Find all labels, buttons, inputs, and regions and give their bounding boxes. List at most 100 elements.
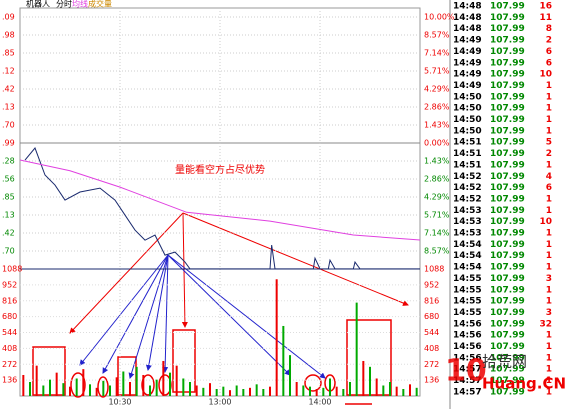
volume-bar (109, 385, 111, 396)
watermark-logo: 10 (445, 354, 487, 389)
annotation-shapes (32, 319, 392, 405)
tick-time: 14:51 (453, 138, 482, 148)
tick-price: 107.99 (490, 172, 525, 182)
volume-bar (62, 383, 65, 396)
tick-volume: 1 (546, 353, 552, 363)
tick-time: 14:52 (453, 183, 482, 193)
tick-volume: 2 (546, 149, 552, 159)
tick-volume: 1 (546, 387, 552, 397)
volume-bar (29, 381, 31, 396)
tick-price: 107.99 (490, 58, 525, 68)
tick-time: 14:54 (453, 251, 482, 261)
vol-tick-label: 952 (2, 280, 17, 289)
price-label: .12 (2, 67, 15, 76)
tick-volume: 1 (546, 365, 552, 375)
tick-volume: 10 (539, 217, 552, 227)
x-tick-label: 13:00 (208, 398, 231, 407)
tick-price: 107.99 (490, 138, 525, 148)
volume-bar (49, 379, 51, 396)
tick-price: 107.99 (490, 251, 525, 261)
volume-bar (75, 378, 78, 396)
volume-bar (329, 378, 331, 396)
tick-volume: 6 (546, 183, 552, 193)
tick-price: 107.99 (490, 160, 525, 170)
tick-price: 107.99 (490, 2, 525, 12)
volume-bar (295, 381, 298, 396)
tick-time: 14:50 (453, 115, 482, 125)
tick-price: 107.99 (490, 183, 525, 193)
volume-bar (175, 365, 178, 396)
tick-volume: 4 (546, 172, 552, 182)
volume-bar (315, 388, 318, 396)
volume-bar (202, 387, 205, 396)
annotation: 量能看空方占尽优势 (175, 163, 265, 176)
vol-tick-label: 272 (2, 360, 17, 369)
tick-time: 14:55 (453, 297, 482, 307)
price-label: .70 (2, 246, 15, 255)
price-label: .85 (2, 49, 15, 58)
tick-time: 14:53 (453, 206, 482, 216)
y-tick-label: 4.29% (424, 84, 450, 93)
tick-time: 14:54 (453, 240, 482, 250)
y-tick-label: 8.57% (424, 246, 450, 255)
tick-volume: 1 (546, 251, 552, 261)
volume-bar (255, 384, 258, 396)
volume-bar (262, 388, 265, 396)
y-tick-label: 0.00% (424, 139, 450, 148)
tick-volume: 1 (546, 115, 552, 125)
y-tick-label: 1.43% (424, 157, 450, 166)
volume-bar (302, 385, 305, 396)
volume-bar (122, 371, 125, 396)
y-tick-label: 5.71% (424, 210, 450, 219)
vol-tick-label: 1088 (2, 265, 22, 274)
tick-time: 14:57 (453, 365, 482, 375)
tick-time: 14:50 (453, 92, 482, 102)
tick-price: 107.99 (490, 24, 525, 34)
tick-price: 107.99 (490, 81, 525, 91)
tick-price: 107.99 (490, 263, 525, 273)
tick-volume: 1 (546, 285, 552, 295)
volume-bar (229, 390, 231, 396)
tick-price: 107.99 (490, 194, 525, 204)
volume-bar (155, 379, 158, 396)
tick-volume: 11 (539, 13, 552, 23)
price-label: .99 (2, 139, 15, 148)
vol-tick-label: 1088 (424, 265, 444, 274)
tick-volume: 1 (546, 263, 552, 273)
tick-price: 107.99 (490, 285, 525, 295)
tick-time: 14:50 (453, 104, 482, 114)
watermark-site: Huang.CN (482, 375, 566, 393)
price-label: .85 (2, 193, 15, 202)
y-tick-label: 4.29% (424, 193, 450, 202)
tick-price: 107.99 (490, 308, 525, 318)
vol-tick-label: 136 (424, 376, 439, 385)
y-tick-label: 8.57% (424, 31, 450, 40)
tick-time: 14:56 (453, 342, 482, 352)
vol-tick-label: 680 (2, 312, 17, 321)
y-tick-label: 7.14% (424, 228, 450, 237)
y-tick-label: 2.86% (424, 102, 450, 111)
volume-bar (409, 384, 411, 396)
volume-bar (95, 387, 98, 396)
vol-tick-label: 136 (2, 376, 17, 385)
tick-time: 14:54 (453, 263, 482, 273)
tick-time: 14:51 (453, 149, 482, 159)
tick-time: 14:48 (453, 13, 482, 23)
x-tick-label: 10:30 (108, 398, 131, 407)
vol-tick-label: 544 (424, 328, 439, 337)
volume-bar (195, 385, 198, 396)
volume-bar (102, 380, 105, 396)
volume-bar (89, 384, 91, 396)
tick-volume: 1 (546, 342, 552, 352)
tick-volume: 16 (539, 2, 552, 12)
volume-bar (235, 385, 238, 396)
tick-price: 107.99 (490, 36, 525, 46)
tick-time: 14:49 (453, 47, 482, 57)
tick-volume: 1 (546, 92, 552, 102)
volume-bar (42, 385, 45, 396)
mode: 分时 (56, 0, 72, 9)
tick-price: 107.99 (490, 92, 525, 102)
tick-price: 107.99 (490, 331, 525, 341)
volume-bar (129, 381, 131, 396)
